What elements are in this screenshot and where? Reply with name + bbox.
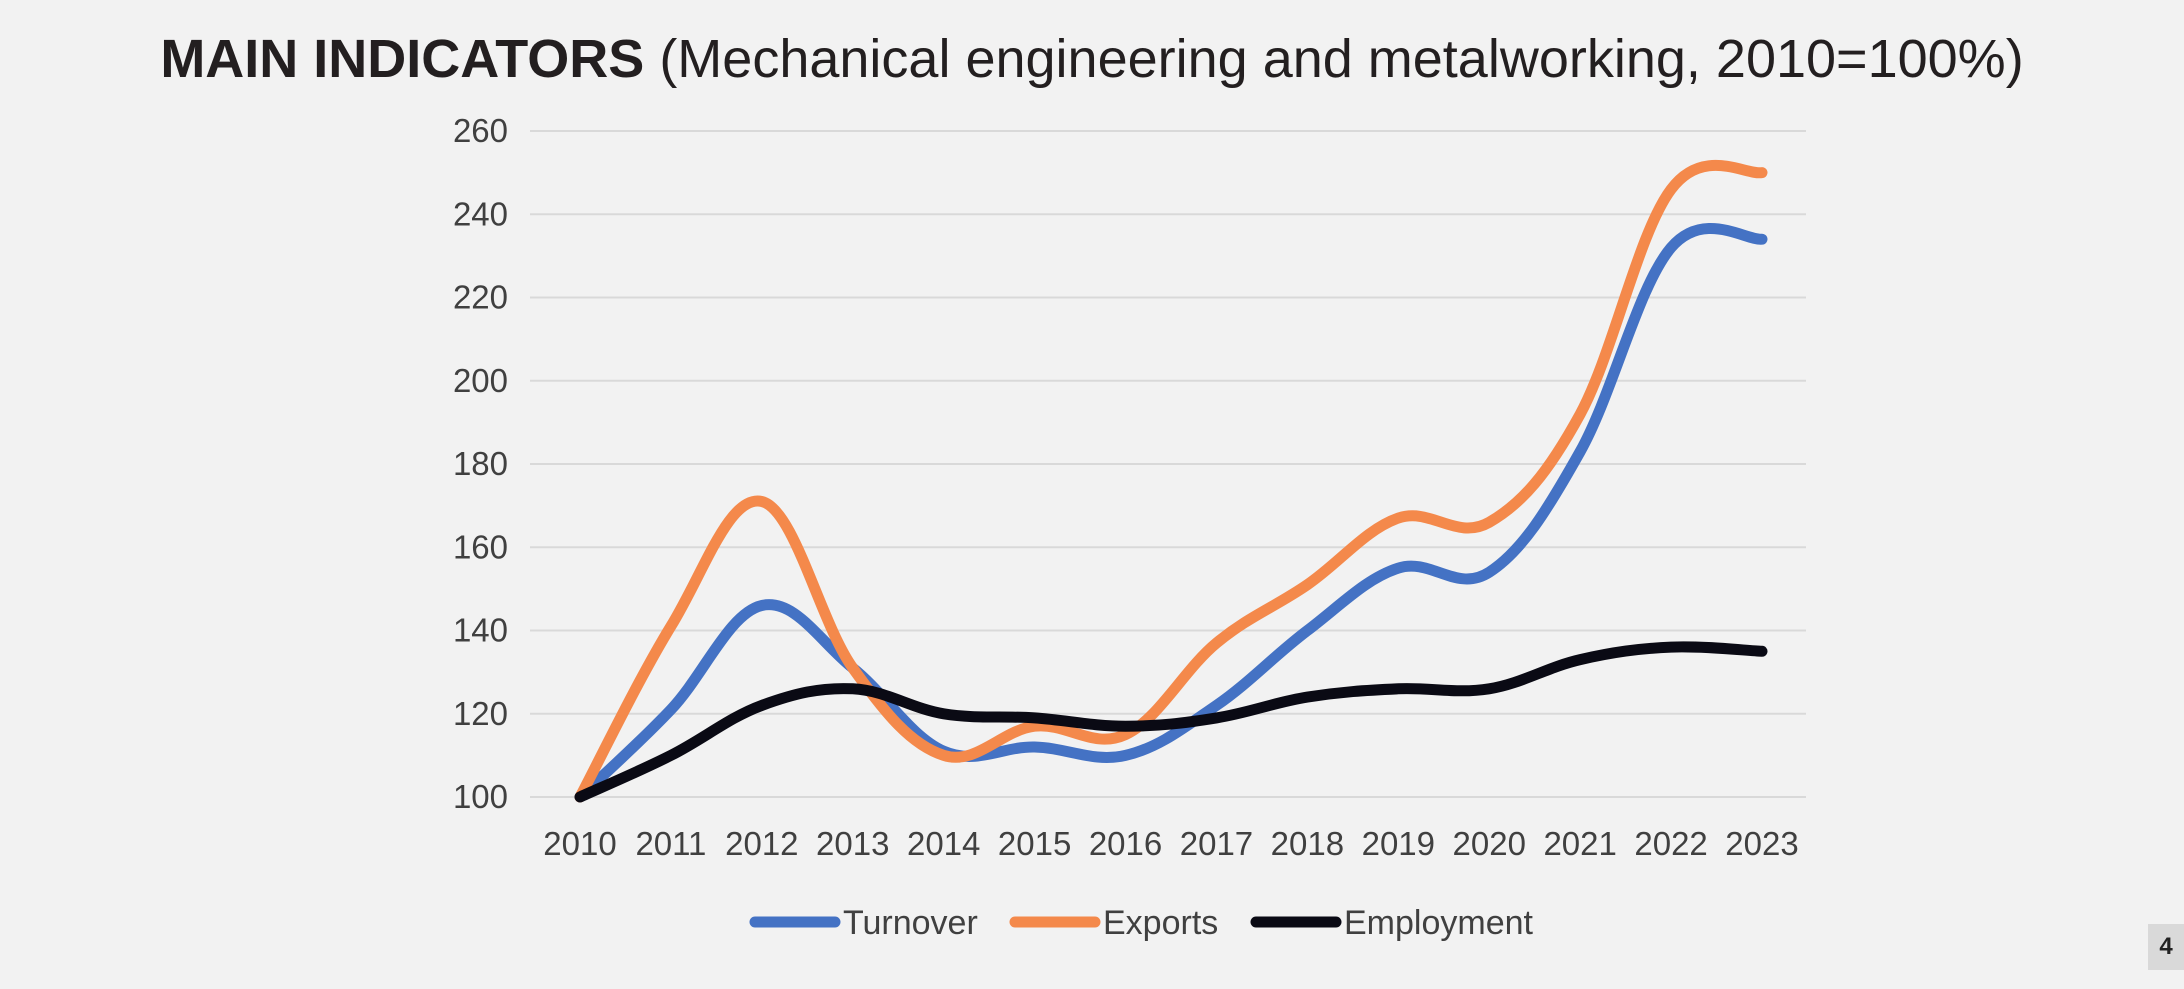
legend-item-employment: Employment xyxy=(1250,904,1534,942)
x-tick-label: 2022 xyxy=(1634,825,1707,862)
x-tick-label: 2020 xyxy=(1453,825,1526,862)
x-tick-label: 2011 xyxy=(635,825,706,862)
chart-title-subtitle: (Mechanical engineering and metalworking… xyxy=(659,29,2024,89)
x-tick-label: 2023 xyxy=(1725,825,1798,862)
chart-title: MAIN INDICATORS (Mechanical engineering … xyxy=(0,28,2184,90)
x-tick-label: 2013 xyxy=(816,825,889,862)
legend-label: Turnover xyxy=(843,904,978,942)
x-tick-label: 2017 xyxy=(1180,825,1253,862)
y-axis-ticks: 100 120 140 160 180 200 220 240 260 xyxy=(453,112,508,815)
legend-item-turnover: Turnover xyxy=(749,904,978,942)
legend-label: Exports xyxy=(1103,904,1218,942)
y-tick-label: 260 xyxy=(453,112,508,149)
y-tick-label: 160 xyxy=(453,528,508,565)
page-number: 4 xyxy=(2148,924,2184,970)
y-tick-label: 140 xyxy=(453,612,508,649)
y-tick-label: 240 xyxy=(453,195,508,232)
y-tick-label: 220 xyxy=(453,279,508,316)
x-tick-label: 2010 xyxy=(543,825,616,862)
y-tick-label: 100 xyxy=(453,778,508,815)
legend-label: Employment xyxy=(1344,904,1534,942)
y-tick-label: 200 xyxy=(453,362,508,399)
x-tick-label: 2015 xyxy=(998,825,1071,862)
y-tick-label: 180 xyxy=(453,445,508,482)
series-line-employment xyxy=(574,641,1768,803)
x-tick-label: 2016 xyxy=(1089,825,1162,862)
legend: Turnover Exports Employment xyxy=(749,904,1534,942)
x-axis-ticks: 2010 2011 2012 2013 2014 2015 2016 2017 2018 2019… xyxy=(543,825,1798,862)
gridlines xyxy=(530,130,1806,798)
series-line-turnover xyxy=(574,223,1768,803)
x-tick-label: 2014 xyxy=(907,825,980,862)
legend-item-exports: Exports xyxy=(1009,904,1218,942)
series-line-exports xyxy=(574,159,1768,803)
x-tick-label: 2019 xyxy=(1362,825,1435,862)
y-tick-label: 120 xyxy=(453,695,508,732)
chart-title-bold: MAIN INDICATORS xyxy=(160,29,645,89)
x-tick-label: 2018 xyxy=(1271,825,1344,862)
x-tick-label: 2012 xyxy=(725,825,798,862)
x-tick-label: 2021 xyxy=(1543,825,1616,862)
series-lines xyxy=(574,159,1768,803)
